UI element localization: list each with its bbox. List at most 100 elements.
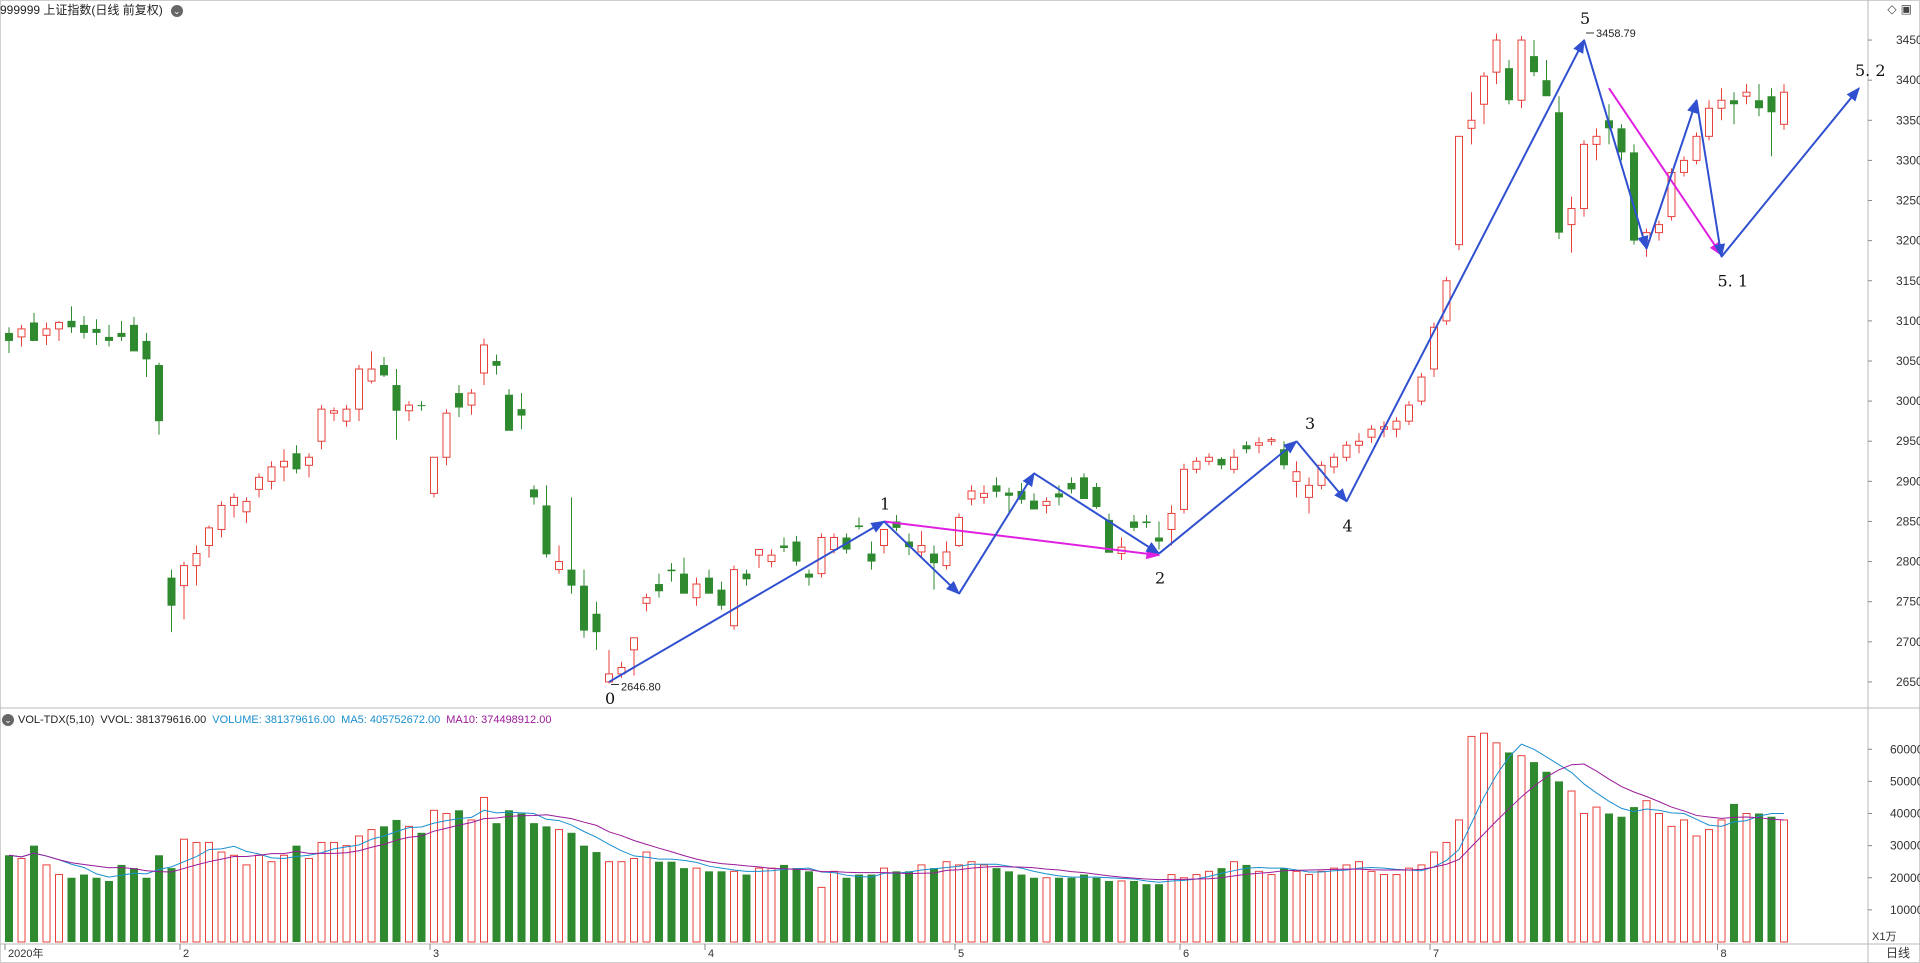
candle (118, 321, 126, 341)
volume-bar (580, 846, 588, 942)
volume-bar (206, 842, 213, 942)
volume-bar (1193, 875, 1200, 942)
volume-bar-rect (256, 855, 263, 942)
candle (1406, 401, 1413, 425)
volume-bar (556, 830, 563, 942)
volume-bar-rect (981, 865, 988, 942)
candle (1068, 477, 1076, 493)
candle-body (231, 497, 238, 505)
volume-bar-rect (1343, 865, 1350, 942)
candle (1581, 140, 1588, 216)
chart-title: 999999 上证指数(日线 前复权) (0, 3, 163, 17)
volume-bar (1206, 871, 1213, 942)
candle (143, 333, 151, 377)
candle (468, 389, 475, 415)
candle (93, 319, 101, 345)
volume-bar-rect (1443, 842, 1450, 942)
candle-body (831, 538, 838, 550)
candle-body (293, 453, 301, 469)
candle (281, 449, 288, 481)
candle-body (1306, 485, 1313, 497)
volume-bar-rect (505, 810, 513, 942)
candle (43, 322, 50, 344)
candle (343, 405, 350, 427)
panel-icon[interactable]: ▣ (1901, 2, 1912, 16)
volume-bar (30, 846, 38, 942)
volume-bar (818, 887, 825, 942)
candle-body (981, 493, 988, 497)
volume-bar (105, 881, 113, 942)
volume-bar-rect (18, 858, 25, 942)
volume-bar (343, 846, 350, 942)
diamond-icon[interactable]: ◇ (1887, 2, 1896, 16)
volume-bar-rect (493, 823, 501, 942)
candle (655, 574, 663, 598)
wave-line-blue (1159, 441, 1297, 553)
volume-bar-rect (1406, 868, 1413, 942)
wave-line-blue (1647, 100, 1697, 248)
candle (206, 525, 213, 557)
time-tick-label: 2020年 (8, 946, 43, 960)
candle-body (1718, 100, 1725, 108)
candle-body (668, 570, 676, 572)
ma10-value: MA10: 374498912.00 (446, 714, 551, 726)
candle (1718, 88, 1725, 120)
volume-bar (80, 875, 88, 942)
volume-bar-rect (968, 862, 975, 942)
time-tick-label: 3 (433, 948, 439, 960)
candle-body (1543, 80, 1551, 96)
candle-body (505, 395, 513, 431)
volume-bar-rect (680, 868, 688, 942)
candle-body (1256, 443, 1263, 445)
volume-bar (130, 868, 138, 942)
candle-body (1356, 441, 1363, 445)
volume-bar (1755, 814, 1763, 942)
wave-label: 2 (1155, 569, 1165, 588)
candle-body (1781, 92, 1788, 124)
volume-bar-rect (1768, 817, 1776, 942)
candle-body (218, 505, 225, 529)
volume-bar-rect (1593, 807, 1600, 942)
candle-body (1681, 160, 1688, 172)
volume-bar-rect (868, 875, 876, 942)
time-tick-label: 2 (183, 948, 189, 960)
candle (505, 389, 513, 431)
candle-body (943, 552, 950, 566)
volume-bar-rect (731, 871, 738, 942)
volume-bar (1218, 868, 1226, 942)
volume-bar (1718, 820, 1725, 942)
candle (481, 339, 488, 386)
candle (418, 401, 426, 411)
volume-bar-rect (5, 855, 13, 942)
volume-bar (356, 836, 363, 942)
candle (455, 385, 463, 417)
candle-body (193, 554, 200, 566)
volume-bar-rect (1456, 820, 1463, 942)
candle (1555, 96, 1563, 239)
candle (368, 351, 375, 383)
volume-bar-rect (118, 865, 126, 942)
volume-bar (406, 826, 413, 942)
volume-bar (868, 875, 876, 942)
candle-body (418, 405, 426, 406)
candle (1505, 60, 1513, 104)
volume-bar-rect (306, 858, 313, 942)
chart-header: 999999 上证指数(日线 前复权) ⌄ (0, 0, 189, 20)
candle-body (643, 598, 650, 604)
volume-bar (893, 871, 901, 942)
volume-bar (1130, 881, 1138, 942)
chevron-down-icon[interactable]: ⌄ (2, 714, 14, 726)
volume-bar-rect (1706, 830, 1713, 942)
candle-body (281, 461, 288, 467)
chevron-down-icon[interactable]: ⌄ (171, 5, 183, 17)
candle-body (1518, 40, 1525, 100)
volume-bar (93, 878, 101, 942)
volume-bar-rect (1055, 878, 1063, 942)
candle-body (243, 501, 250, 511)
candle-body (1043, 501, 1050, 505)
candle (356, 365, 363, 421)
volume-bar (1406, 868, 1413, 942)
candle (431, 457, 438, 497)
volume-bar (1543, 772, 1551, 942)
